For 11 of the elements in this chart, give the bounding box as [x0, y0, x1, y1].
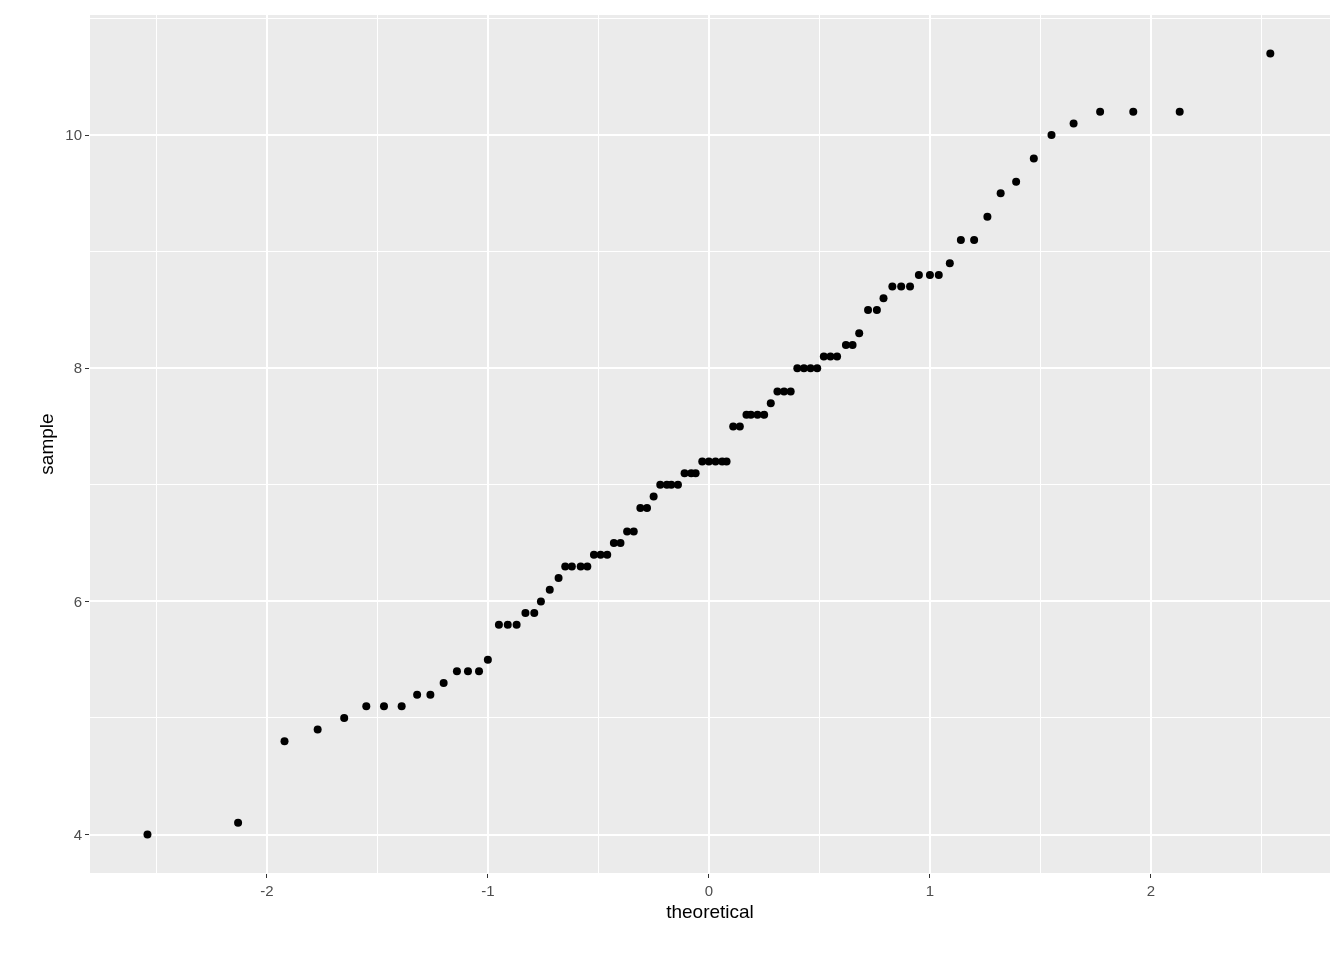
x-tick-label: -2	[260, 882, 274, 899]
y-tick-label: 6	[73, 592, 82, 610]
x-tick-label: -1	[481, 882, 495, 899]
y-axis-title: sample	[36, 413, 58, 475]
y-tick-label: 8	[73, 359, 82, 377]
x-axis-title: theoretical	[666, 900, 754, 922]
y-tick-label: 4	[73, 825, 82, 843]
x-tick-label: 1	[925, 882, 935, 899]
y-tick-label: 10	[65, 126, 82, 144]
x-tick-label: 0	[704, 882, 714, 899]
x-tick-label: 2	[1146, 882, 1156, 899]
